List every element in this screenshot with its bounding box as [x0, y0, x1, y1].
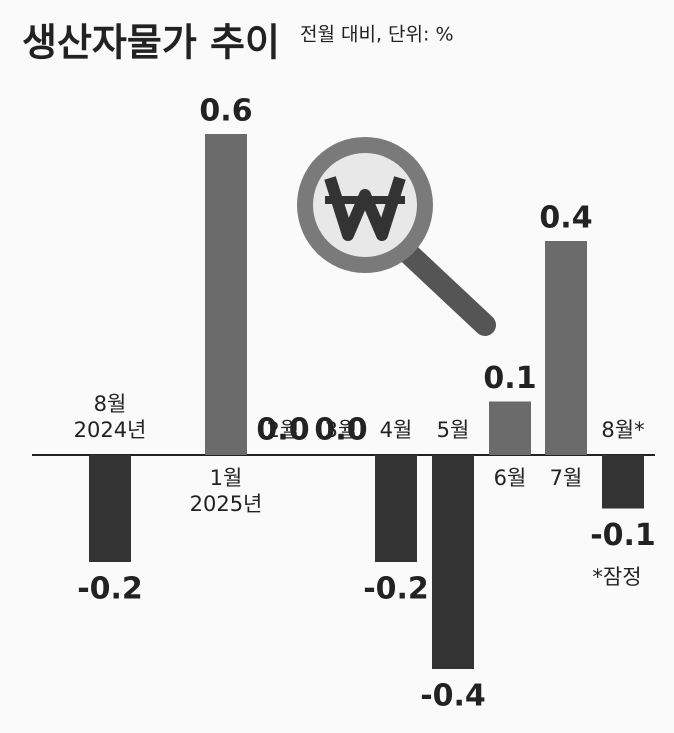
bar: [205, 134, 247, 455]
chart-subtitle: 전월 대비, 단위: %: [300, 24, 454, 46]
x-tick-label: 1월 2025년: [190, 466, 263, 516]
value-label: 0.6: [199, 94, 252, 129]
bar: [375, 455, 417, 562]
magnifier-icon: [297, 137, 496, 336]
x-tick-label: 2월: [267, 418, 300, 442]
bar: [602, 455, 644, 509]
value-label: -0.4: [420, 679, 486, 714]
x-tick-label: 8월*: [601, 418, 644, 442]
chart-title: 생산자물가 추이: [22, 21, 280, 65]
bar: [89, 455, 131, 562]
x-tick-label: 5월: [437, 418, 470, 442]
x-tick-label: 3월: [325, 418, 358, 442]
value-label: 0.0: [256, 413, 309, 448]
value-label: -0.2: [77, 572, 143, 607]
bar: [545, 241, 587, 455]
value-label: -0.1: [590, 518, 656, 553]
value-label: 0.1: [483, 361, 536, 396]
magnifier-handle: [394, 239, 496, 336]
won-sign: [324, 176, 406, 241]
value-label: 0.4: [539, 201, 592, 236]
bar: [432, 455, 474, 669]
x-tick-label: 6월: [494, 466, 527, 490]
value-label: 0.0: [314, 413, 367, 448]
note: *잠정: [592, 565, 641, 589]
bar: [489, 401, 531, 455]
x-tick-label: 8월 2024년: [74, 392, 147, 442]
x-tick-label: 7월: [550, 466, 583, 490]
value-label: -0.2: [363, 572, 429, 607]
x-tick-label: 4월: [380, 418, 413, 442]
